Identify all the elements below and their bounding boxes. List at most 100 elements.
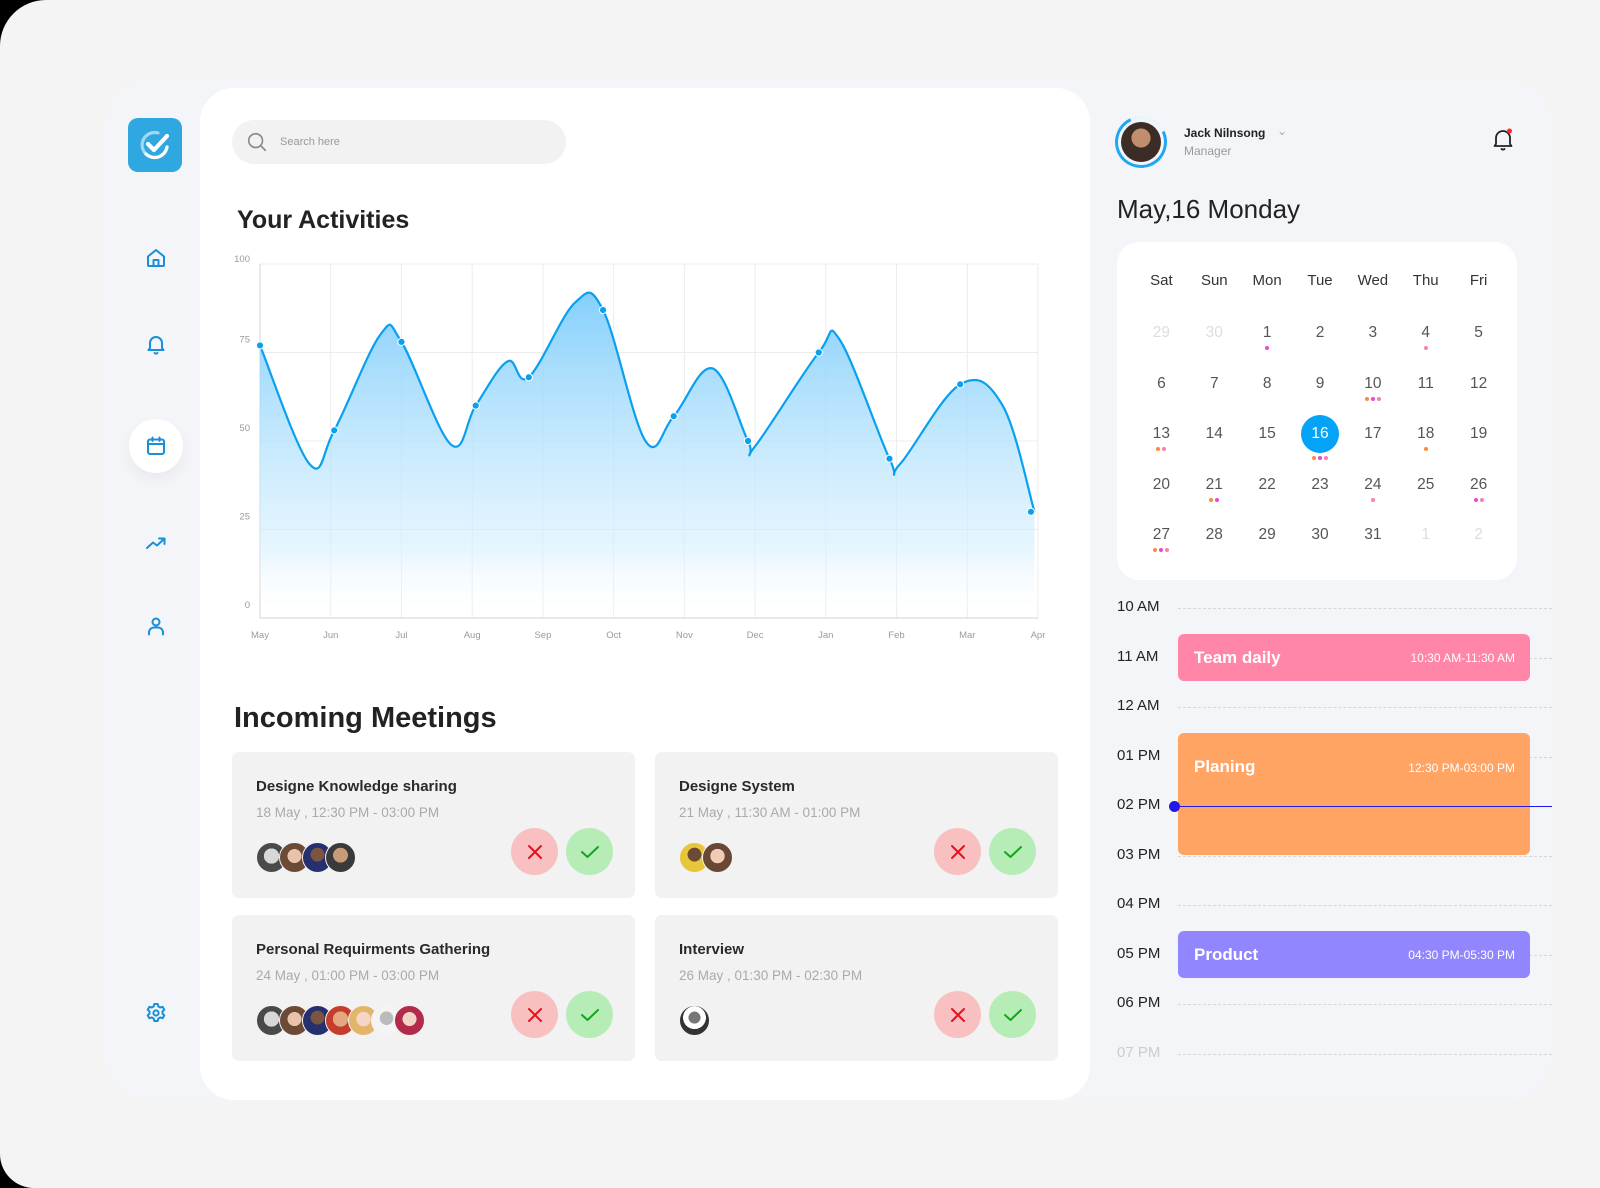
sidebar-item-notifications[interactable] [129,317,183,371]
event-dot [1156,447,1161,451]
calendar-day-selected[interactable]: 16 [1294,415,1347,463]
event-block[interactable]: Planing 12:30 PM-03:00 PM [1178,732,1530,855]
calendar-day[interactable]: 25 [1399,474,1452,514]
event-dot [1423,346,1428,350]
check-icon [1003,1008,1022,1021]
event-dot [1423,447,1428,451]
calendar-day[interactable]: 11 [1399,373,1452,413]
meeting-card[interactable]: Designe Knowledge sharing 18 May , 12:30… [232,752,635,898]
calendar-day[interactable]: 3 [1346,322,1399,362]
calendar-day[interactable]: 18 [1399,423,1452,463]
meeting-time: 21 May , 11:30 AM - 01:00 PM [679,805,861,820]
calendar-day[interactable]: 23 [1294,474,1347,514]
meeting-card[interactable]: Personal Requirments Gathering 24 May , … [232,915,635,1061]
sidebar-item-profile[interactable] [129,599,183,653]
meeting-time: 24 May , 01:00 PM - 03:00 PM [256,968,440,983]
meeting-time: 26 May , 01:30 PM - 02:30 PM [679,968,863,983]
calendar-day[interactable]: 7 [1188,373,1241,413]
hour-label: 01 PM [1117,746,1161,764]
calendar-day[interactable]: 1 [1399,524,1452,564]
accept-button[interactable] [566,828,613,875]
hour-label: 04 PM [1117,895,1161,912]
user-icon [148,617,164,636]
calendar-day[interactable]: 22 [1241,474,1294,514]
calendar-day[interactable]: 1 [1241,322,1294,362]
reject-button[interactable] [934,828,981,875]
calendar-day[interactable]: 8 [1241,373,1294,413]
hour-label: 05 PM [1117,944,1161,962]
day-number: 17 [1364,425,1382,442]
svg-text:25: 25 [239,512,250,523]
event-title: Team daily [1194,647,1281,667]
sidebar-item-analytics[interactable] [129,516,183,570]
calendar-day[interactable]: 31 [1346,524,1399,564]
meetings-title: Incoming Meetings [234,702,497,734]
calendar-day[interactable]: 29 [1241,524,1294,564]
sidebar-item-home[interactable] [129,231,183,285]
calendar-day[interactable]: 10 [1346,373,1399,413]
event-dot [1312,456,1316,460]
day-number: 9 [1315,374,1325,392]
calendar-day[interactable]: 5 [1452,322,1505,362]
user-profile[interactable]: Jack Nilnsong ⌄ Manager [1107,108,1515,176]
event-dot [1324,456,1328,460]
notification-bell-icon[interactable] [1491,126,1515,152]
calendar-day[interactable]: 29 [1135,322,1188,362]
chevron-down-icon[interactable]: ⌄ [1277,124,1288,138]
day-number: 12 [1469,374,1488,392]
calendar-day[interactable]: 15 [1241,423,1294,463]
meeting-card[interactable]: Interview 26 May , 01:30 PM - 02:30 PM [655,915,1058,1061]
calendar-day[interactable]: 20 [1135,474,1188,514]
calendar-day[interactable]: 9 [1294,373,1347,413]
event-dot [1376,396,1381,401]
calendar-day[interactable]: 2 [1294,322,1347,362]
calendar-day[interactable]: 28 [1188,524,1241,564]
day-number: 15 [1258,425,1276,442]
svg-text:Nov: Nov [676,630,693,641]
meeting-card[interactable]: Designe System 21 May , 11:30 AM - 01:00… [655,752,1058,898]
calendar-day[interactable]: 26 [1452,474,1505,514]
hour-divider [1178,1004,1552,1005]
calendar-day[interactable]: 13 [1135,423,1188,463]
main-panel: Your Activities 0 25 50 75 100 May Jun Jul Aug Se… [200,88,1090,1100]
attendee-avatars [679,1005,710,1036]
event-title: Planing [1194,756,1256,776]
sidebar-item-calendar[interactable] [129,419,183,473]
accept-button[interactable] [989,828,1036,875]
calendar-day[interactable]: 27 [1135,524,1188,564]
activities-title: Your Activities [237,206,410,234]
sidebar-item-settings[interactable] [129,986,183,1040]
reject-button[interactable] [511,828,558,875]
calendar-day[interactable]: 14 [1188,423,1241,463]
search-bar[interactable] [232,120,566,164]
day-number: 18 [1417,425,1435,442]
reject-button[interactable] [511,991,558,1038]
calendar-day[interactable]: 19 [1452,423,1505,463]
hour-row: 06 PM [1115,994,1552,1014]
calendar-day[interactable]: 12 [1452,373,1505,413]
app-logo[interactable] [128,118,182,172]
event-dot [1473,497,1478,502]
calendar-day[interactable]: 2 [1452,524,1505,564]
calendar-day[interactable]: 24 [1346,474,1399,514]
meeting-title: Designe Knowledge sharing [256,778,457,795]
accept-button[interactable] [566,991,613,1038]
event-dot [1364,396,1369,401]
search-input[interactable] [280,136,540,148]
event-indicator-dots [1346,396,1399,401]
calendar-day[interactable]: 21 [1188,474,1241,514]
calendar-day[interactable]: 6 [1135,373,1188,413]
calendar-day[interactable]: 30 [1188,322,1241,362]
hour-divider [1178,905,1552,906]
day-number: 23 [1311,475,1329,493]
day-number: 20 [1152,475,1171,493]
event-indicator-dots [1135,447,1188,451]
calendar-day[interactable]: 4 [1399,322,1452,362]
calendar-day[interactable]: 30 [1294,524,1347,564]
accept-button[interactable] [989,991,1036,1038]
event-block[interactable]: Team daily 10:30 AM-11:30 AM [1178,633,1530,682]
reject-button[interactable] [934,991,981,1038]
event-block[interactable]: Product 04:30 PM-05:30 PM [1178,930,1530,979]
check-icon [580,1008,599,1021]
calendar-day[interactable]: 17 [1346,423,1399,463]
